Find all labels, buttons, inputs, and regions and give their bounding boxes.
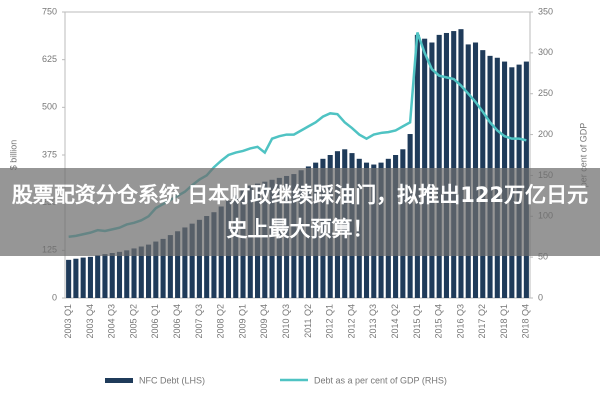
y-tick-label: 625	[42, 54, 57, 64]
x-tick-label: 2010 Q3	[281, 304, 291, 339]
x-tick-label: 2012 Q1	[325, 304, 335, 339]
y2-tick-label: 350	[538, 6, 553, 16]
x-tick-label: 2003 Q4	[85, 304, 95, 339]
x-tick-label: 2009 Q4	[259, 304, 269, 339]
y2-tick-label: 200	[538, 129, 553, 139]
legend-label: Debt as a per cent of GDP (RHS)	[314, 375, 447, 385]
x-tick-label: 2017 Q2	[477, 304, 487, 339]
x-tick-label: 2006 Q1	[150, 304, 160, 339]
y2-tick-label: 300	[538, 47, 553, 57]
x-tick-label: 2003 Q1	[63, 304, 73, 339]
y-tick-label: 375	[42, 149, 57, 159]
bar	[116, 251, 123, 298]
bar	[414, 34, 420, 298]
bar	[196, 219, 202, 298]
x-tick-label: 2007 Q3	[194, 304, 204, 339]
y2-tick-label: 50	[538, 252, 548, 262]
x-tick-label: 2009 Q1	[237, 304, 247, 339]
y-tick-label: 750	[42, 6, 57, 16]
y-tick-label: 500	[42, 102, 57, 112]
bar	[175, 231, 181, 298]
bar	[182, 227, 188, 298]
bar	[95, 255, 101, 298]
x-tick-label: 2018 Q1	[499, 304, 509, 339]
bar	[138, 246, 144, 298]
banner-text: 股票配资分仓系统 日本财政继续踩油门，拟推出122万亿日元史上最大预算！	[11, 183, 589, 241]
bar	[458, 29, 464, 298]
bar	[73, 258, 79, 298]
bar	[167, 235, 173, 298]
y-tick-label: 0	[52, 292, 57, 302]
x-tick-label: 2005 Q2	[128, 304, 138, 339]
x-tick-label: 2015 Q4	[434, 304, 444, 339]
bar	[443, 32, 449, 299]
bar	[146, 244, 152, 298]
y2-tick-label: 250	[538, 88, 553, 98]
x-tick-label: 2011 Q2	[303, 304, 313, 338]
legend-label: NFC Debt (LHS)	[139, 375, 205, 385]
y2-axis-label: per cent of GDP	[578, 123, 588, 188]
bar	[204, 216, 210, 298]
bar	[153, 241, 159, 298]
bar	[66, 259, 72, 298]
bar	[436, 34, 442, 298]
bar	[80, 257, 86, 298]
x-tick-label: 2015 Q1	[412, 304, 422, 339]
bar	[109, 253, 115, 298]
x-tick-label: 2016 Q3	[455, 304, 465, 339]
x-tick-label: 2012 Q4	[346, 304, 356, 339]
x-tick-label: 2018 Q4	[521, 304, 531, 339]
bar	[102, 254, 108, 298]
x-tick-label: 2014 Q2	[390, 304, 400, 339]
y2-tick-label: 0	[538, 292, 543, 302]
bar	[189, 223, 195, 298]
x-tick-label: 2013 Q3	[368, 304, 378, 339]
x-tick-label: 2006 Q4	[172, 304, 182, 339]
x-tick-label: 2008 Q2	[216, 304, 226, 339]
bar	[131, 248, 137, 298]
legend-swatch	[105, 378, 133, 383]
bar	[124, 250, 130, 298]
bar	[160, 238, 166, 298]
bar	[451, 31, 457, 299]
x-tick-label: 2004 Q3	[107, 304, 117, 339]
bar	[87, 256, 93, 298]
y-axis-label: $ billion	[8, 140, 18, 171]
banner: 股票配资分仓系统 日本财政继续踩油门，拟推出122万亿日元史上最大预算！	[0, 168, 600, 256]
